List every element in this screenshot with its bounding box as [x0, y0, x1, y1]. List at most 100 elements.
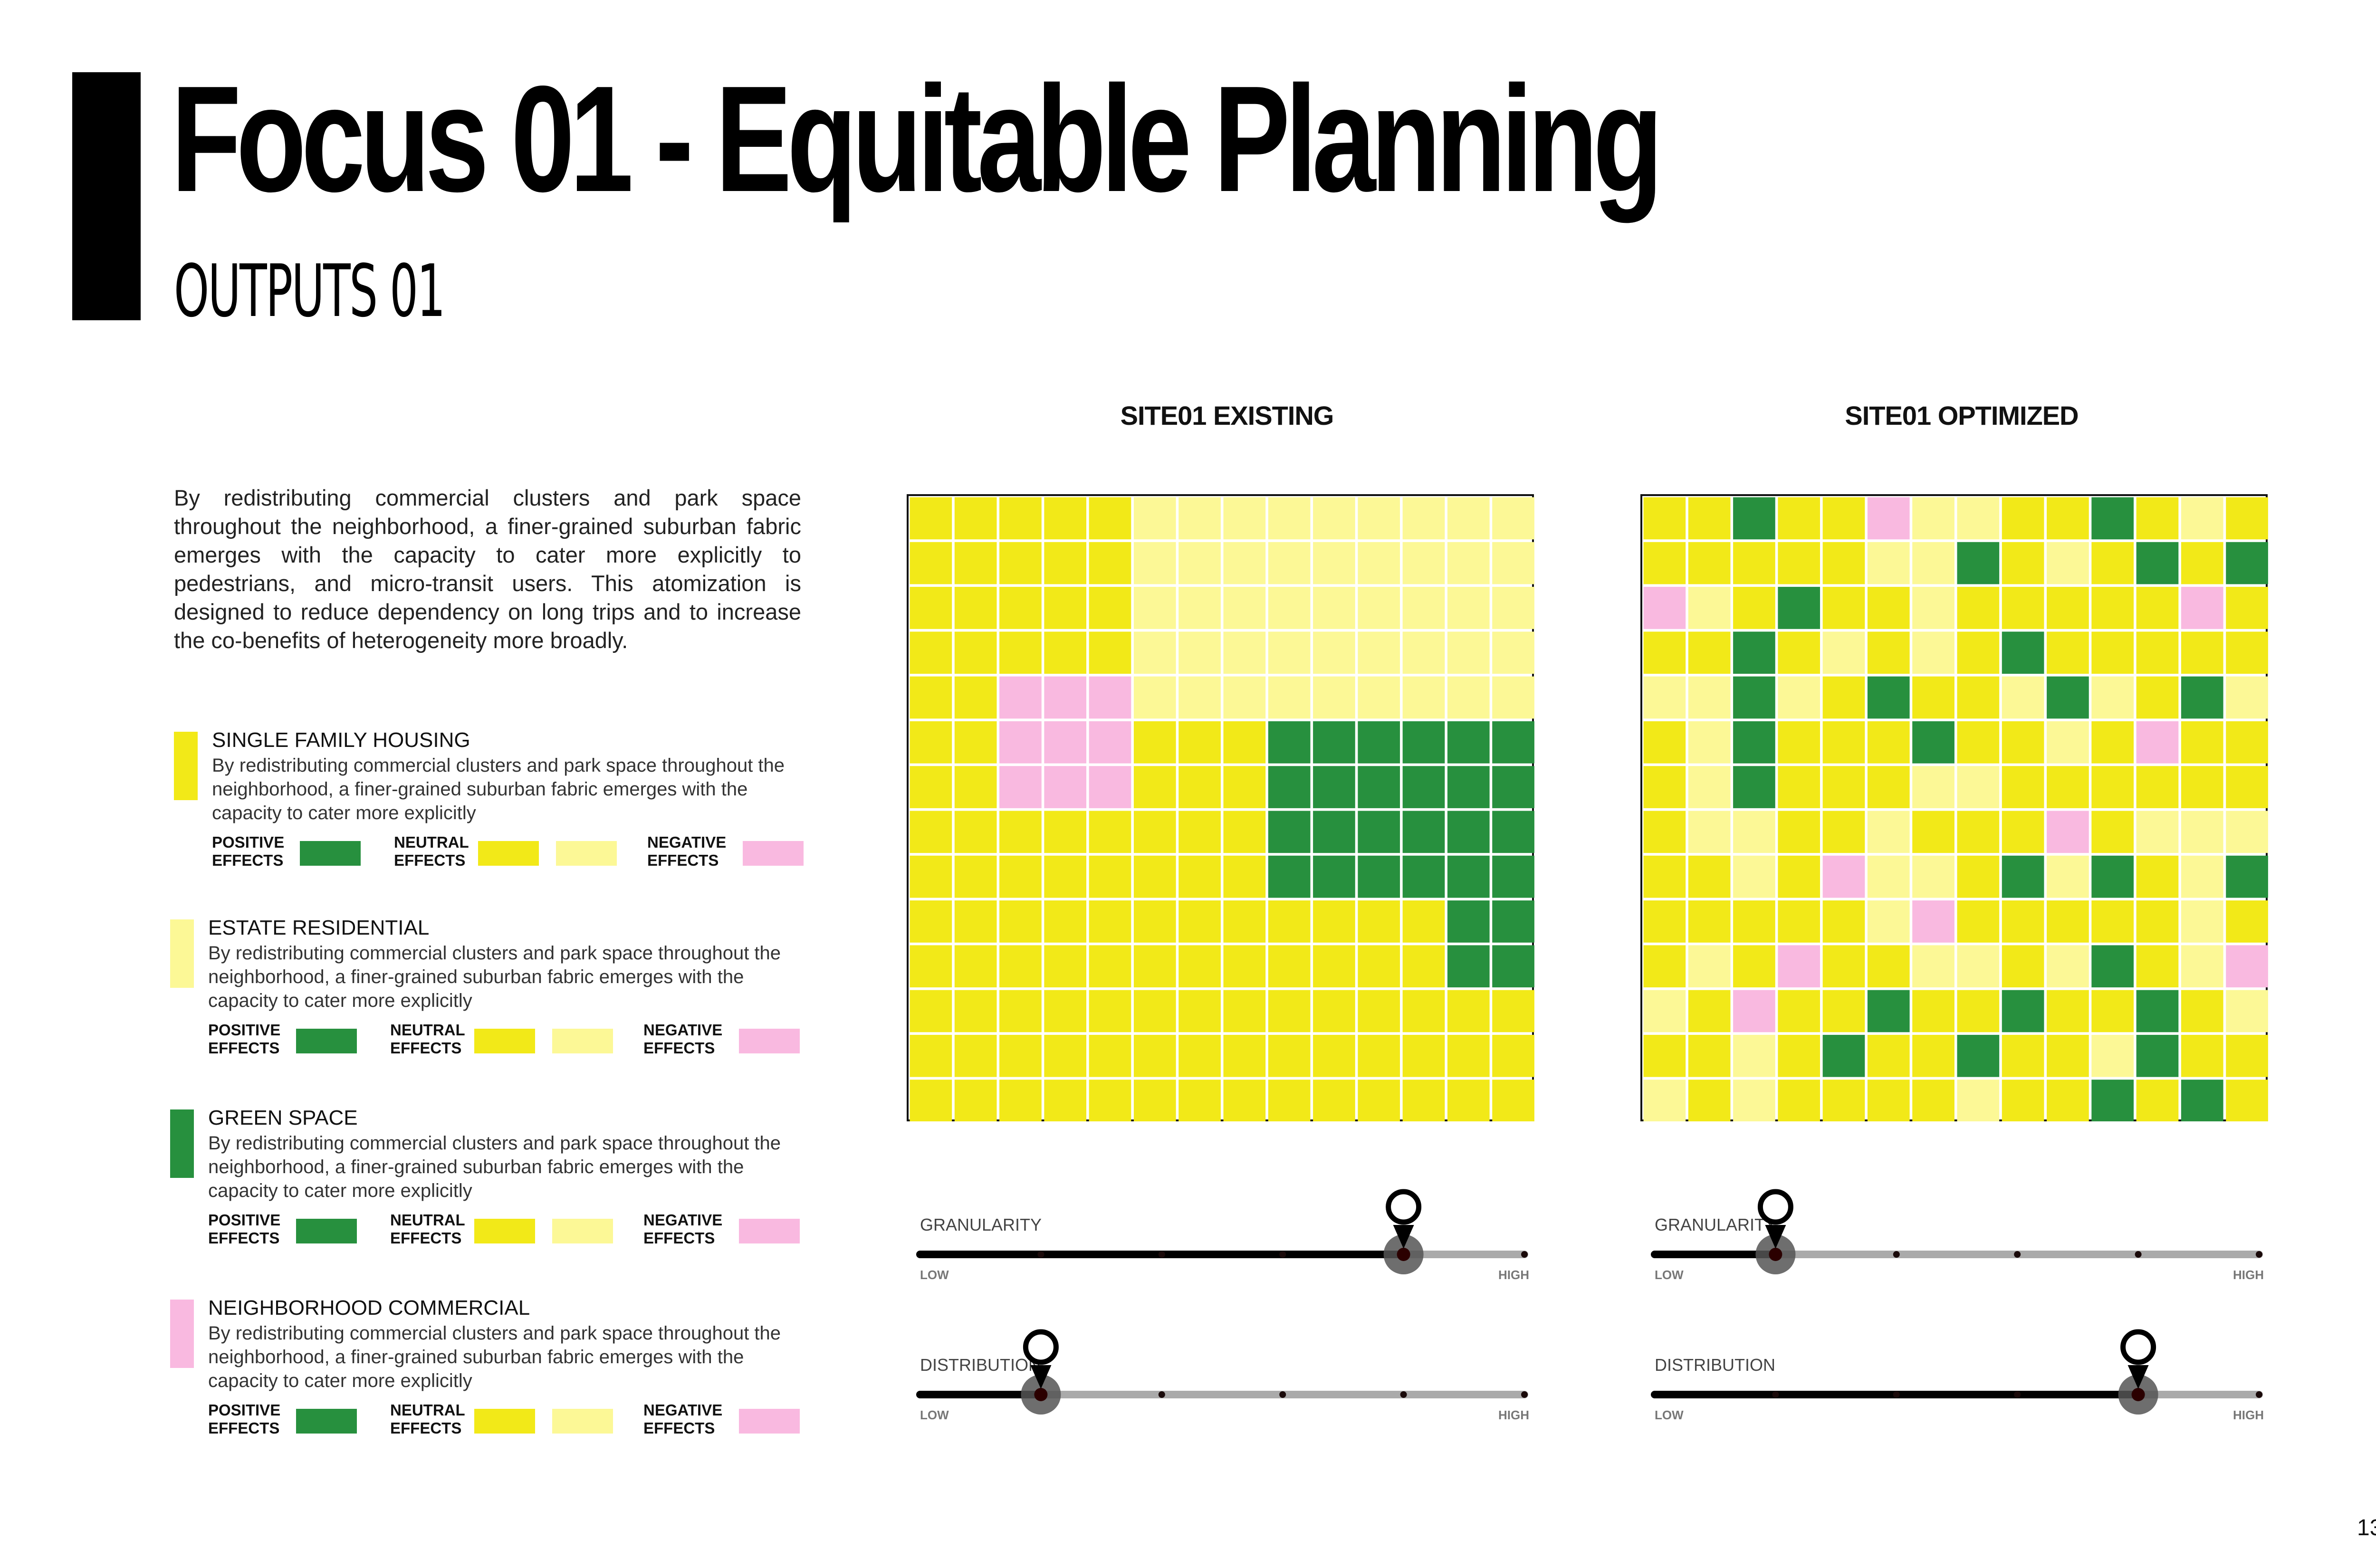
single-family-cell	[1822, 587, 1865, 629]
title-accent-bar	[72, 72, 141, 320]
single-family-cell	[1313, 1080, 1355, 1121]
positive-effects-swatch	[296, 1219, 357, 1243]
neutral-effects-label: NEUTRAL EFFECTS	[394, 833, 469, 869]
single-family-cell	[1643, 900, 1686, 943]
estate-residential-cell	[1447, 676, 1490, 719]
single-family-cell	[999, 990, 1042, 1033]
single-family-cell	[954, 721, 997, 764]
single-family-cell	[2047, 900, 2089, 943]
estate-residential-cell	[1733, 1034, 1775, 1077]
single-family-cell	[1643, 1034, 1686, 1077]
green-space-cell	[1492, 766, 1534, 808]
estate-residential-cell	[1313, 631, 1355, 674]
green-space-cell	[1733, 676, 1775, 719]
single-family-cell	[1358, 945, 1400, 988]
single-family-cell	[1643, 721, 1686, 764]
estate-residential-cell	[1223, 631, 1266, 674]
estate-residential-cell	[1733, 1080, 1775, 1121]
green-space-cell	[1778, 587, 1820, 629]
single-family-cell	[2226, 497, 2268, 540]
single-family-cell	[1133, 721, 1176, 764]
single-family-cell	[1643, 497, 1686, 540]
single-family-cell	[1223, 721, 1266, 764]
legend-swatch	[170, 1300, 194, 1368]
estate-residential-cell	[2181, 900, 2223, 943]
estate-residential-cell	[1402, 497, 1445, 540]
single-family-cell	[1044, 587, 1087, 629]
slider-step-dot	[1279, 1391, 1286, 1398]
slider-step-dot	[2256, 1391, 2262, 1398]
single-family-cell	[2181, 766, 2223, 808]
positive-effects-swatch	[300, 841, 361, 866]
slider-label: DISTRIBUTION	[1655, 1355, 1775, 1375]
effects-row: POSITIVE EFFECTS NEUTRAL EFFECTS NEGATIVE EFF…	[208, 1211, 812, 1249]
estate-residential-cell	[1447, 497, 1490, 540]
single-family-cell	[1089, 631, 1131, 674]
estate-residential-cell	[1688, 676, 1731, 719]
single-family-cell	[1178, 766, 1221, 808]
commercial-cell	[2136, 721, 2179, 764]
single-family-cell	[1089, 990, 1131, 1033]
single-family-cell	[954, 1080, 997, 1121]
estate-residential-cell	[1358, 631, 1400, 674]
green-space-cell	[2181, 676, 2223, 719]
neutral-effects-swatch	[552, 1409, 613, 1434]
estate-residential-cell	[1867, 811, 1910, 853]
single-family-cell	[1643, 766, 1686, 808]
commercial-cell	[1089, 676, 1131, 719]
single-family-cell	[1044, 497, 1087, 540]
single-family-cell	[1643, 631, 1686, 674]
slider-high-label: HIGH	[1498, 1408, 1529, 1422]
single-family-cell	[910, 542, 952, 584]
estate-residential-cell	[1178, 542, 1221, 584]
commercial-cell	[1912, 900, 1954, 943]
positive-effects-swatch	[296, 1409, 357, 1434]
single-family-cell	[1688, 855, 1731, 898]
single-family-cell	[1733, 542, 1775, 584]
estate-residential-cell	[1912, 497, 1954, 540]
single-family-cell	[2136, 945, 2179, 988]
single-family-cell	[1912, 990, 1954, 1033]
commercial-cell	[2181, 587, 2223, 629]
granularity-slider-existing[interactable]: GRANULARITY LOW HIGH	[911, 1178, 1548, 1288]
positive-effects-label: POSITIVE EFFECTS	[208, 1021, 281, 1057]
single-family-cell	[2181, 542, 2223, 584]
single-family-cell	[2091, 721, 2134, 764]
single-family-cell	[2091, 990, 2134, 1033]
single-family-cell	[1688, 1080, 1731, 1121]
single-family-cell	[954, 855, 997, 898]
single-family-cell	[1402, 1080, 1445, 1121]
negative-effects-label: NEGATIVE EFFECTS	[643, 1211, 723, 1247]
effects-row: POSITIVE EFFECTS NEUTRAL EFFECTS NEGATIVE EFF…	[208, 1401, 812, 1439]
single-family-cell	[2002, 721, 2044, 764]
estate-residential-cell	[2181, 497, 2223, 540]
granularity-slider-optimized[interactable]: GRANULARITY LOW HIGH	[1646, 1178, 2283, 1288]
single-family-cell	[1044, 945, 1087, 988]
slider-step-dot	[1521, 1391, 1528, 1398]
positive-effects-label: POSITIVE EFFECTS	[208, 1401, 281, 1437]
single-family-cell	[1178, 1080, 1221, 1121]
distribution-slider-existing[interactable]: DISTRIBUTION LOW HIGH	[911, 1319, 1548, 1428]
green-space-cell	[1447, 766, 1490, 808]
green-space-cell	[1313, 855, 1355, 898]
green-space-cell	[1733, 497, 1775, 540]
neutral-effects-swatch	[552, 1219, 613, 1243]
slider-step-dot	[2135, 1251, 2142, 1258]
slider-step-dot	[1893, 1251, 1900, 1258]
slider-low-label: LOW	[920, 1408, 949, 1422]
green-space-cell	[1268, 855, 1311, 898]
single-family-cell	[1089, 497, 1131, 540]
commercial-cell	[1044, 766, 1087, 808]
single-family-cell	[1268, 990, 1311, 1033]
single-family-cell	[1044, 855, 1087, 898]
commercial-cell	[1733, 990, 1775, 1033]
legend-title: SINGLE FAMILY HOUSING	[212, 728, 470, 752]
single-family-cell	[2002, 811, 2044, 853]
distribution-slider-optimized[interactable]: DISTRIBUTION LOW HIGH	[1646, 1319, 2283, 1428]
green-space-cell	[1447, 721, 1490, 764]
single-family-cell	[1957, 855, 2000, 898]
effects-row: POSITIVE EFFECTS NEUTRAL EFFECTS NEGATIVE EFF…	[208, 1021, 812, 1059]
single-family-cell	[2047, 1080, 2089, 1121]
negative-effects-swatch	[743, 841, 804, 866]
effects-row: POSITIVE EFFECTS NEUTRAL EFFECTS NEGATIVE EFF…	[212, 833, 815, 871]
